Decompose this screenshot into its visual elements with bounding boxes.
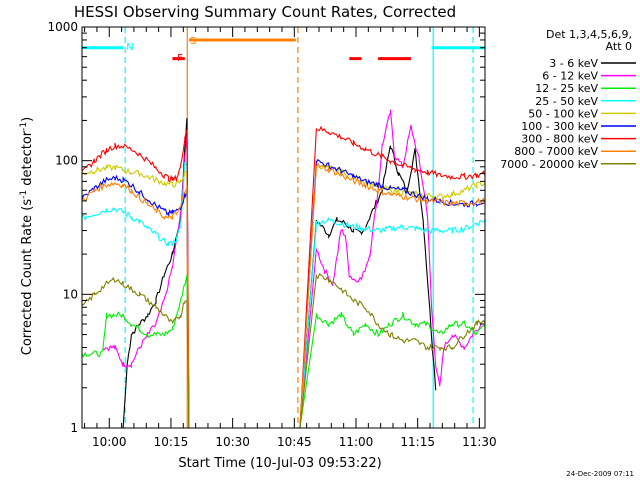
legend-label-4: 50 - 100 keV — [528, 107, 598, 120]
legend-label-1: 6 - 12 keV — [542, 70, 598, 83]
x-tick-label: 10:45 — [277, 435, 312, 449]
y-axis-label: Corrected Count Rate (s-1 detector-1) — [19, 117, 35, 355]
plot-area: N SF — [82, 27, 485, 428]
x-tick-label: 11:00 — [339, 435, 374, 449]
series-line-7 — [82, 162, 485, 428]
series-line-4 — [82, 162, 485, 428]
y-tick-label: 1 — [70, 421, 78, 435]
y-tick-label: 10 — [63, 287, 78, 301]
chart-title: HESSI Observing Summary Count Rates, Cor… — [74, 3, 456, 21]
y-tick-label: 100 — [55, 154, 78, 168]
legend-title-line2: Att 0 — [606, 40, 632, 53]
flag-label-N: N — [126, 42, 133, 53]
series-line-0 — [122, 118, 437, 428]
legend-label-2: 12 - 25 keV — [535, 82, 598, 95]
axes: 1 10 100 1000 10:00 10:15 10:30 10:45 11:00 11:15… — [47, 20, 496, 449]
date-stamp: 24-Dec-2009 07:11 — [566, 470, 634, 478]
y-tick-label: 1000 — [47, 20, 78, 34]
x-axis-label: Start Time (10-Jul-03 09:53:22) — [178, 456, 381, 471]
legend-label-5: 100 - 300 keV — [521, 120, 598, 133]
series-line-3 — [82, 160, 485, 428]
x-tick-label: 10:30 — [215, 435, 250, 449]
series-line-8 — [82, 273, 485, 428]
legend-label-3: 25 - 50 keV — [535, 95, 598, 108]
series-line-1 — [102, 109, 482, 428]
x-tick-label: 10:00 — [92, 435, 127, 449]
legend-label-8: 7000 - 20000 keV — [500, 158, 598, 171]
flag-label-S: S — [190, 36, 196, 47]
x-tick-label: 11:30 — [462, 435, 497, 449]
series-line-2 — [82, 274, 485, 428]
series-line-5 — [82, 158, 485, 428]
x-tick-label: 11:15 — [400, 435, 435, 449]
series-line-6 — [82, 125, 485, 428]
x-tick-label: 10:15 — [154, 435, 189, 449]
flag-label-F: F — [177, 53, 183, 64]
axes-frame — [81, 26, 486, 429]
legend-title-line1: Det 1,3,4,5,6,9, — [546, 28, 632, 41]
legend-label-7: 800 - 7000 keV — [514, 145, 598, 158]
legend-label-0: 3 - 6 keV — [549, 57, 598, 70]
legend-label-6: 300 - 800 keV — [521, 133, 598, 146]
